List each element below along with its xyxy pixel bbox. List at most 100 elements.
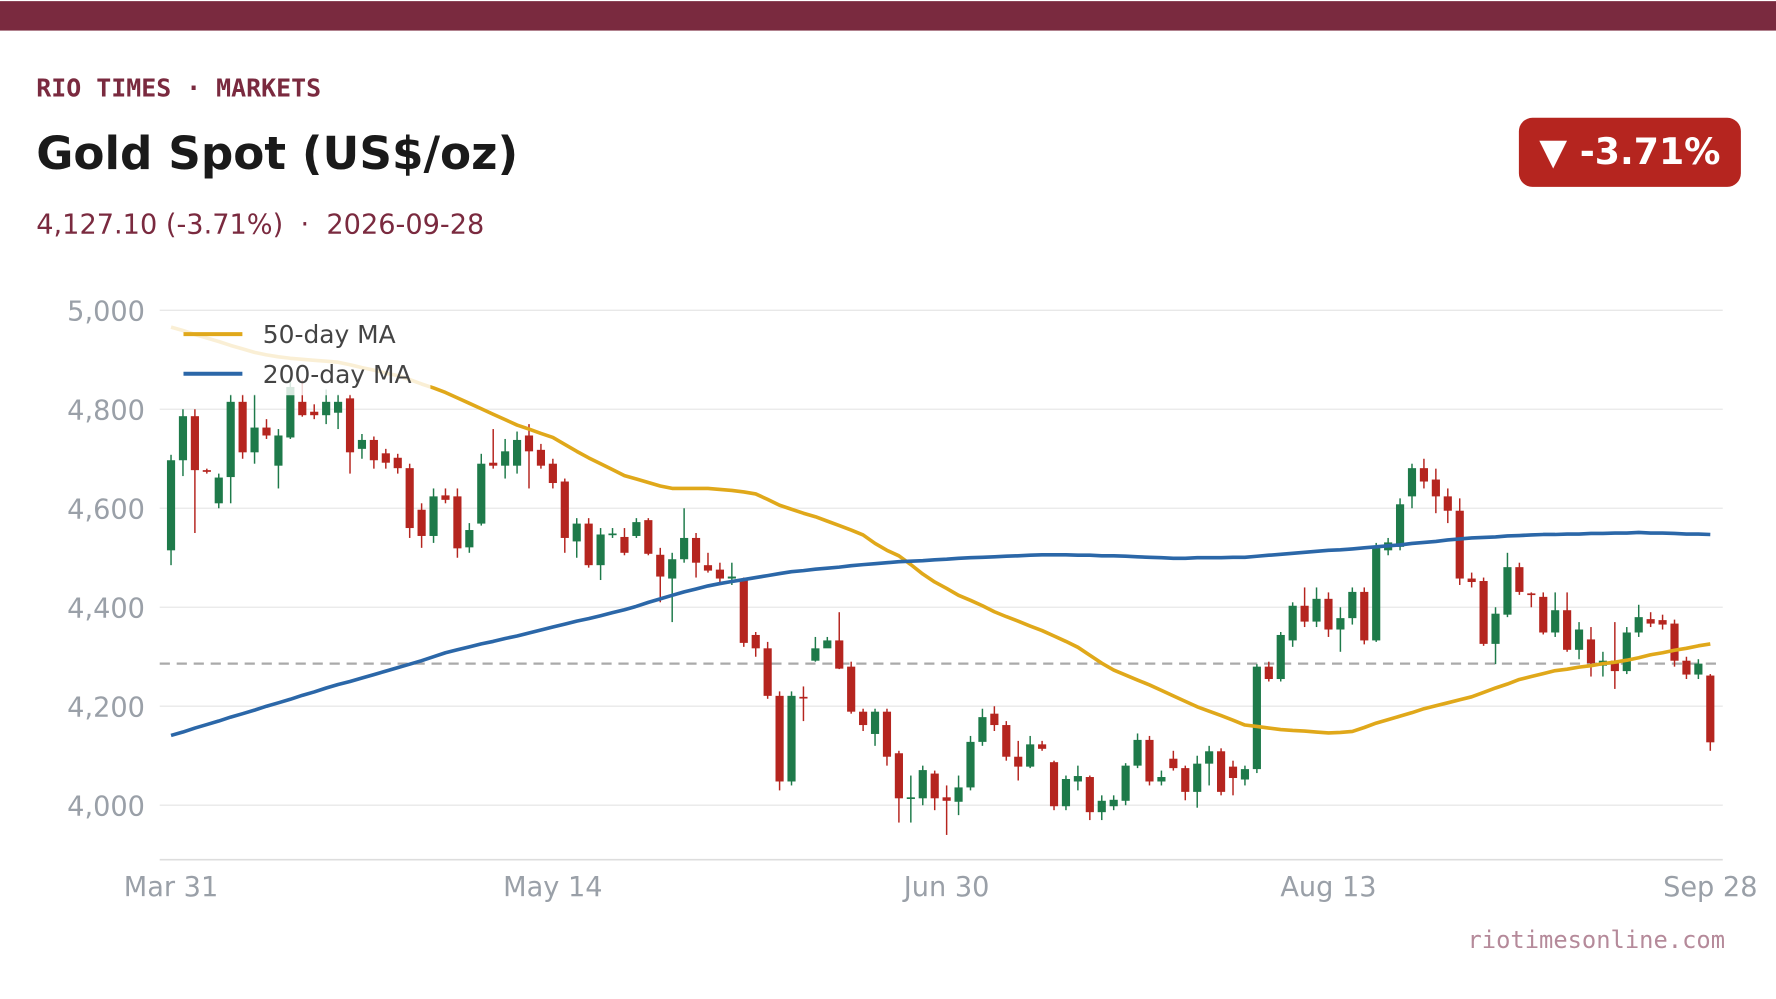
candle-body xyxy=(1336,618,1345,630)
candle-body xyxy=(286,386,295,438)
candle-body xyxy=(620,536,629,553)
candle-body xyxy=(1419,468,1429,482)
candle-body xyxy=(1217,751,1226,792)
candle-body xyxy=(775,695,784,782)
chart-title: Gold Spot (US$/oz) xyxy=(36,127,518,180)
candle-body xyxy=(1682,660,1691,675)
candle-body xyxy=(906,797,915,800)
candle-body xyxy=(1670,623,1679,661)
candle-body xyxy=(393,457,402,469)
candle-body xyxy=(894,753,903,799)
candle-body xyxy=(763,648,772,696)
candle-body xyxy=(1276,634,1285,680)
y-tick-label: 4,800 xyxy=(67,395,145,426)
x-tick-label: Jun 30 xyxy=(902,872,990,903)
candle-body xyxy=(1395,504,1405,547)
candle-body xyxy=(1455,510,1464,579)
candle-body xyxy=(1360,591,1369,641)
candle-body xyxy=(1085,777,1094,813)
candle-body xyxy=(178,416,188,461)
candle-body xyxy=(238,401,247,453)
candle-body xyxy=(811,648,820,661)
candle-body xyxy=(1073,776,1082,782)
candle-body xyxy=(1121,765,1130,801)
candle-body xyxy=(1097,800,1106,813)
candle-body xyxy=(1610,660,1619,672)
candle-body xyxy=(1372,546,1381,641)
candle-body xyxy=(835,640,844,669)
y-tick-label: 4,400 xyxy=(67,593,145,624)
x-tick-label: May 14 xyxy=(503,872,602,903)
candle-body xyxy=(799,696,808,699)
candle-body xyxy=(1240,769,1250,780)
candle-body xyxy=(1551,610,1560,633)
candle-body xyxy=(870,711,880,734)
legend-label: 200-day MA xyxy=(263,360,412,389)
candle-body xyxy=(524,435,534,452)
candle-body xyxy=(918,770,927,799)
candle-body xyxy=(990,713,999,726)
candle-body xyxy=(536,449,546,466)
candle-body xyxy=(417,509,426,536)
candle-body xyxy=(1694,663,1703,675)
candle-body xyxy=(369,439,378,461)
candle-body xyxy=(882,711,892,757)
candle-body xyxy=(274,435,283,466)
candle-body xyxy=(501,451,510,466)
candle-body xyxy=(1467,578,1476,583)
candle-body xyxy=(1026,744,1035,767)
candle-body xyxy=(1205,751,1214,764)
candle-body xyxy=(477,463,486,524)
candle-body xyxy=(1145,739,1154,782)
candle-body xyxy=(560,481,569,538)
candle-body xyxy=(322,401,331,416)
candle-body xyxy=(1503,567,1512,615)
y-tick-label: 4,600 xyxy=(67,494,145,525)
candle-body xyxy=(1061,779,1071,807)
candle-body xyxy=(1515,567,1524,592)
candle-body xyxy=(1479,581,1488,644)
candle-body xyxy=(847,666,856,712)
candle-body xyxy=(1443,496,1452,511)
ma-line xyxy=(170,530,1711,738)
candle-body xyxy=(1002,725,1011,757)
candle-body xyxy=(1049,762,1059,807)
candle-body xyxy=(441,495,450,500)
candle-body xyxy=(1169,758,1178,769)
y-tick-label: 4,200 xyxy=(67,692,145,723)
subtitle: 4,127.10 (-3.71%) · 2026-09-28 xyxy=(36,209,484,240)
candle-body xyxy=(823,640,832,649)
candle-body xyxy=(632,522,641,536)
candle-body xyxy=(727,576,736,579)
candle-body xyxy=(429,496,438,536)
candle-body xyxy=(1109,799,1118,807)
candle-body xyxy=(1312,598,1321,622)
candle-body xyxy=(1252,666,1261,770)
top-bar xyxy=(0,1,1776,31)
candle-body xyxy=(1348,591,1357,619)
candle-body xyxy=(1431,479,1440,497)
candle-body xyxy=(1133,739,1142,766)
candle-body xyxy=(453,496,462,549)
candle-body xyxy=(966,741,975,788)
candle-body xyxy=(357,439,367,449)
candle-body xyxy=(1658,620,1667,625)
candle-body xyxy=(1586,639,1596,664)
y-tick-label: 4,000 xyxy=(67,791,145,822)
plot-area: 4,000 4,200 4,400 4,600 4,800 5,000 Mar 31 May … xyxy=(67,296,1757,902)
candle-body xyxy=(1634,617,1643,633)
badge-bg xyxy=(1518,117,1741,187)
candle-body xyxy=(978,717,987,742)
candle-body xyxy=(1014,756,1023,767)
candle-body xyxy=(1300,605,1309,622)
candle-body xyxy=(954,787,963,802)
candle-body xyxy=(1706,675,1715,743)
candle-body xyxy=(608,533,617,536)
candle-body xyxy=(1288,605,1297,641)
candle-body xyxy=(680,537,689,560)
candle-body xyxy=(214,477,223,504)
source: riotimesonline.com xyxy=(1467,926,1725,954)
candle-body xyxy=(1193,763,1202,792)
candle-body xyxy=(334,401,343,413)
candle-body xyxy=(1622,632,1631,672)
